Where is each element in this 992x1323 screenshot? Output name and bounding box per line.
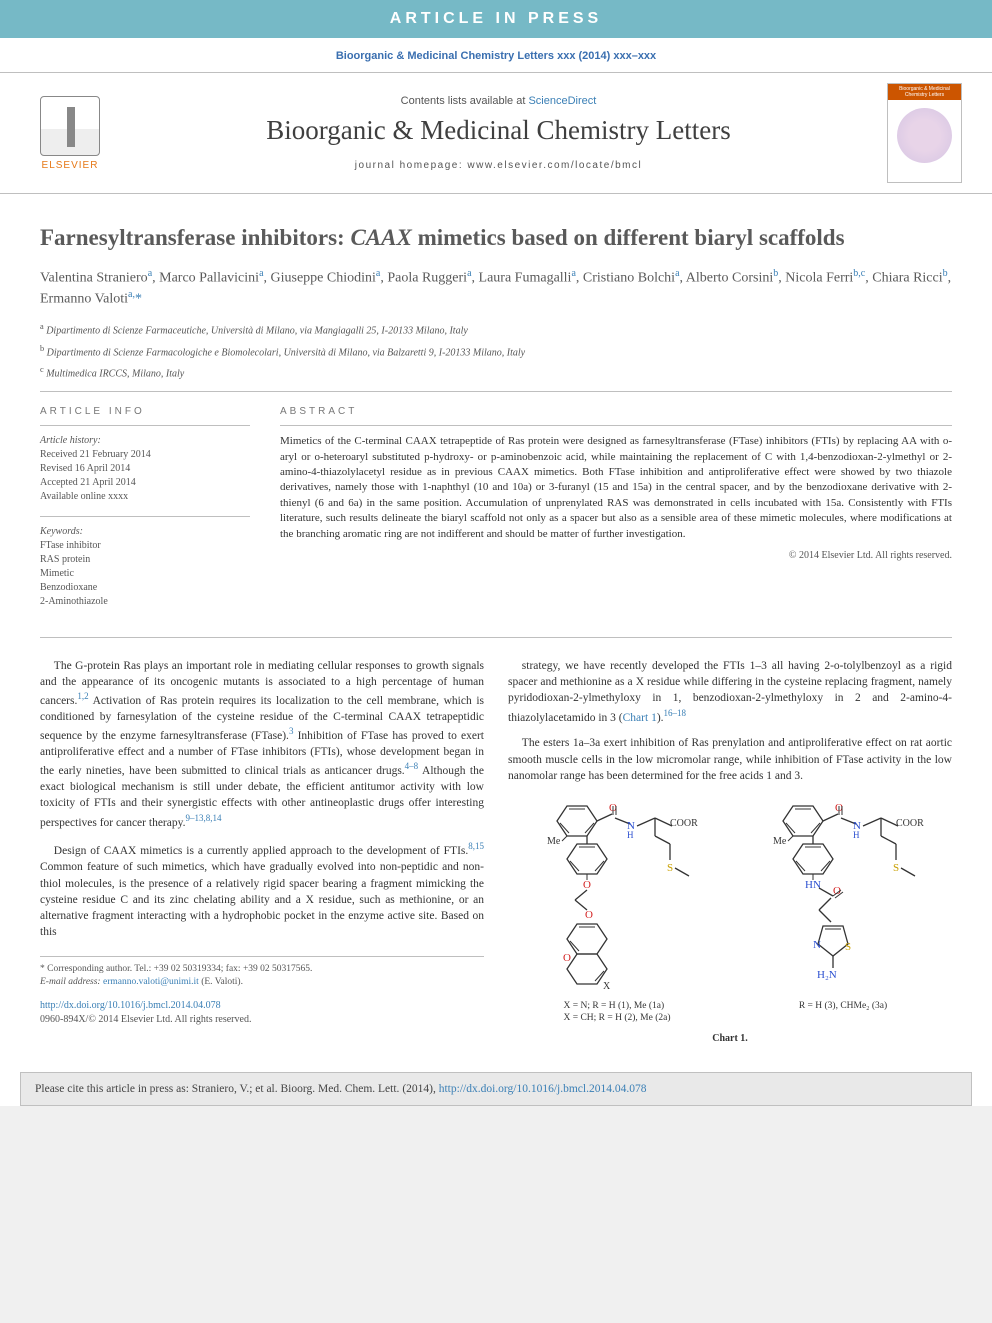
- svg-text:H₂N: H₂N: [817, 969, 837, 981]
- structure-1-caption: X = N; R = H (1), Me (1a) X = CH; R = H …: [563, 1000, 670, 1025]
- ref-4-8[interactable]: 4–8: [405, 761, 419, 771]
- svg-text:S: S: [893, 862, 899, 874]
- footnotes: * Corresponding author. Tel.: +39 02 503…: [40, 956, 484, 990]
- body-col-left: The G-protein Ras plays an important rol…: [40, 658, 484, 1046]
- divider: [40, 391, 952, 392]
- masthead: ELSEVIER Contents lists available at Sci…: [0, 72, 992, 194]
- article-content: Farnesyltransferase inhibitors: CAAX mim…: [0, 194, 992, 1058]
- svg-text:COOR: COOR: [896, 818, 924, 829]
- svg-text:O: O: [585, 909, 593, 921]
- keywords-label: Keywords:: [40, 525, 250, 539]
- svg-text:X: X: [603, 981, 611, 992]
- body-p4: The esters 1a–3a exert inhibition of Ras…: [508, 735, 952, 783]
- svg-text:Me: Me: [773, 836, 787, 847]
- history-label: Article history:: [40, 434, 250, 448]
- citebox-mid: (2014),: [399, 1083, 438, 1095]
- structure-2-caption: R = H (3), CHMe₂ (3a): [799, 1000, 887, 1012]
- svg-text:HN: HN: [805, 879, 821, 891]
- ref-1-2[interactable]: 1,2: [77, 691, 88, 701]
- cover-thumb-image: [897, 108, 952, 163]
- issn-copyright: 0960-894X/© 2014 Elsevier Ltd. All right…: [40, 1013, 484, 1027]
- ref-16-18[interactable]: 16–18: [664, 708, 687, 718]
- citebox-link[interactable]: http://dx.doi.org/10.1016/j.bmcl.2014.04…: [439, 1083, 647, 1095]
- cite-box: Please cite this article in press as: St…: [20, 1072, 972, 1106]
- chart-1-label: Chart 1.: [508, 1032, 952, 1046]
- title-a: Farnesyltransferase inhibitors:: [40, 225, 350, 250]
- structure-1: O N H COOR S: [527, 796, 707, 1025]
- elsevier-logo: ELSEVIER: [30, 88, 110, 178]
- corresponding-note: * Corresponding author. Tel.: +39 02 503…: [40, 963, 484, 976]
- svg-text:N: N: [813, 939, 821, 951]
- article-info-col: ARTICLE INFO Article history: Received 2…: [40, 406, 250, 621]
- journal-cover-thumb: Bioorganic & Medicinal Chemistry Letters: [887, 83, 962, 183]
- sciencedirect-link[interactable]: ScienceDirect: [528, 95, 596, 107]
- masthead-center: Contents lists available at ScienceDirec…: [120, 95, 877, 171]
- abstract-col: ABSTRACT Mimetics of the C-terminal CAAX…: [280, 406, 952, 621]
- body-columns: The G-protein Ras plays an important rol…: [40, 658, 952, 1046]
- in-press-banner: ARTICLE IN PRESS: [0, 0, 992, 38]
- svg-text:Me: Me: [547, 836, 561, 847]
- body-p2: Design of CAAX mimetics is a currently a…: [40, 840, 484, 939]
- p3b: ).: [657, 711, 664, 723]
- svg-text:S: S: [667, 862, 673, 874]
- body-p3: strategy, we have recently developed the…: [508, 658, 952, 725]
- info-abstract-row: ARTICLE INFO Article history: Received 2…: [40, 406, 952, 621]
- svg-text:S: S: [845, 941, 851, 953]
- contents-line: Contents lists available at ScienceDirec…: [120, 95, 877, 107]
- elsevier-tree-icon: [40, 96, 100, 156]
- structure-2-svg: O N H COOR S: [753, 796, 933, 996]
- chart-1: O N H COOR S: [508, 796, 952, 1025]
- body-p1: The G-protein Ras plays an important rol…: [40, 658, 484, 830]
- affiliations: a Dipartimento di Scienze Farmaceutiche,…: [40, 321, 952, 381]
- copyright: © 2014 Elsevier Ltd. All rights reserved…: [280, 550, 952, 561]
- journal-title: Bioorganic & Medicinal Chemistry Letters: [120, 115, 877, 146]
- article-title: Farnesyltransferase inhibitors: CAAX mim…: [40, 224, 952, 253]
- title-ital: CAAX: [350, 225, 411, 250]
- abstract-head: ABSTRACT: [280, 406, 952, 417]
- email-line: E-mail address: ermanno.valoti@unimi.it …: [40, 976, 484, 989]
- contents-prefix: Contents lists available at: [401, 95, 529, 107]
- svg-text:O: O: [583, 879, 591, 891]
- citebox-ital: Bioorg. Med. Chem. Lett.: [281, 1083, 400, 1095]
- top-citation: Bioorganic & Medicinal Chemistry Letters…: [0, 38, 992, 72]
- journal-homepage: journal homepage: www.elsevier.com/locat…: [120, 160, 877, 171]
- article-history: Article history: Received 21 February 20…: [40, 434, 250, 504]
- ref-9-14[interactable]: 9–13,8,14: [185, 813, 221, 823]
- cover-thumb-head: Bioorganic & Medicinal Chemistry Letters: [888, 84, 961, 100]
- ref-8-15[interactable]: 8,15: [468, 841, 484, 851]
- p3a: strategy, we have recently developed the…: [508, 660, 952, 723]
- elsevier-text: ELSEVIER: [42, 160, 99, 171]
- corr-email[interactable]: ermanno.valoti@unimi.it: [103, 977, 199, 987]
- page: ARTICLE IN PRESS Bioorganic & Medicinal …: [0, 0, 992, 1106]
- title-b: mimetics based on different biaryl scaff…: [412, 225, 845, 250]
- structure-2: O N H COOR S: [753, 796, 933, 1025]
- abstract-text: Mimetics of the C-terminal CAAX tetrapep…: [280, 434, 952, 542]
- doi-block: http://dx.doi.org/10.1016/j.bmcl.2014.04…: [40, 999, 484, 1027]
- p2a: Design of CAAX mimetics is a currently a…: [54, 845, 468, 857]
- svg-text:H: H: [853, 830, 860, 840]
- article-info-head: ARTICLE INFO: [40, 406, 250, 417]
- structure-1-svg: O N H COOR S: [527, 796, 707, 996]
- svg-text:COOR: COOR: [670, 818, 698, 829]
- citebox-prefix: Please cite this article in press as: St…: [35, 1083, 281, 1095]
- svg-text:H: H: [627, 830, 634, 840]
- body-col-right: strategy, we have recently developed the…: [508, 658, 952, 1046]
- p2b: Common feature of such mimetics, which h…: [40, 861, 484, 937]
- svg-text:O: O: [563, 952, 571, 964]
- doi-link[interactable]: http://dx.doi.org/10.1016/j.bmcl.2014.04…: [40, 1000, 221, 1011]
- authors: Valentina Stranieroa, Marco Pallavicinia…: [40, 267, 952, 310]
- chart1-link[interactable]: Chart 1: [623, 711, 657, 723]
- keywords: Keywords: FTase inhibitorRAS proteinMime…: [40, 525, 250, 609]
